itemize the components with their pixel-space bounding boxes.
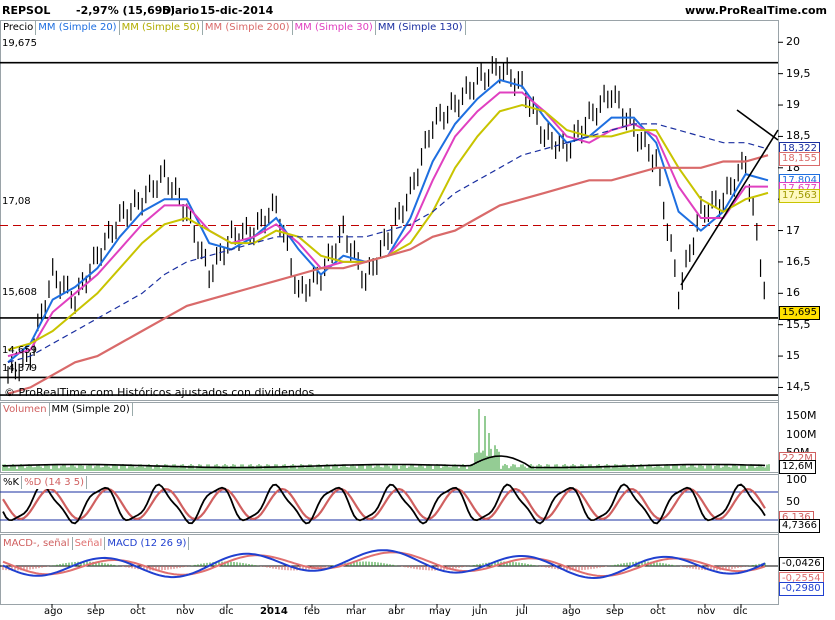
price-legend: Precio MM (Simple 20) MM (Simple 50) MM … xyxy=(1,21,466,35)
price-axis-label: 16,5 xyxy=(786,254,811,268)
panel-frame-2 xyxy=(0,474,779,533)
triangle-pattern xyxy=(680,109,779,286)
volume-tag-2: 12,6M xyxy=(779,460,816,474)
price-tag: 15,695 xyxy=(779,306,820,321)
legend-ma200[interactable]: MM (Simple 200) xyxy=(202,21,293,35)
macd-line xyxy=(2,549,766,580)
series-line-mm-simple-20- xyxy=(7,78,769,364)
volume-ma-line xyxy=(2,455,766,469)
volume-legend: Volumen MM (Simple 20) xyxy=(1,403,133,416)
price-axis-label: 18,5 xyxy=(786,129,811,143)
legend-price[interactable]: Precio xyxy=(1,21,37,35)
price-axis-label: 14,5 xyxy=(786,380,811,394)
time-axis-label: sep xyxy=(606,606,624,617)
price-axis-label: 20 xyxy=(786,35,800,49)
time-axis-label: nov xyxy=(697,606,716,617)
macd-legend-signal[interactable]: Señal xyxy=(72,537,106,550)
time-axis-label: jun xyxy=(472,606,488,617)
period-label: Diario xyxy=(162,4,200,17)
price-axis-label: 19 xyxy=(786,98,800,112)
legend-ma130[interactable]: MM (Simple 130) xyxy=(375,21,466,35)
price-axis-label: 17 xyxy=(786,223,800,237)
time-axis-label: ago xyxy=(562,606,581,617)
price-axis-label: 16 xyxy=(786,286,800,300)
time-axis-label: mar xyxy=(346,606,366,617)
legend-ma50[interactable]: MM (Simple 50) xyxy=(119,21,203,35)
time-axis-label: dic xyxy=(219,606,234,617)
time-axis-label: ago xyxy=(44,606,63,617)
level-label-19675: 19,675 xyxy=(2,38,37,49)
stoch-axis-100: 100 xyxy=(786,473,807,486)
volume-axis-100m: 100M xyxy=(786,428,817,441)
macd-signal-line xyxy=(2,551,766,578)
volume-legend-volume[interactable]: Volumen xyxy=(1,403,50,416)
symbol-label: REPSOL xyxy=(2,4,51,17)
stoch-legend-d[interactable]: %D (14 3 5) xyxy=(22,476,88,489)
panel-frame-0 xyxy=(0,20,779,401)
stoch-legend-k[interactable]: %K xyxy=(1,476,23,489)
macd-legend: MACD-, señal Señal MACD (12 26 9) xyxy=(1,537,190,550)
price-axis-label: 19,5 xyxy=(786,66,811,80)
site-label: www.ProRealTime.com xyxy=(684,4,827,17)
price-axis-label: 15 xyxy=(786,349,800,363)
chart-header: REPSOL -2,97% (15,695) Diario 15-dic-201… xyxy=(0,0,835,20)
series-line-mm-simple-130- xyxy=(7,123,769,363)
macd-tag-hist: -0,0426 xyxy=(779,557,824,571)
date-label: 15-dic-2014 xyxy=(200,4,274,17)
macd-legend-hist[interactable]: MACD-, señal xyxy=(1,537,73,550)
series-line-mm-simple-30- xyxy=(7,91,768,358)
time-axis-label: feb xyxy=(304,606,321,617)
series-line-mm-simple-200- xyxy=(7,154,769,395)
stoch-k-line xyxy=(2,483,766,525)
level-label-14659: 14,659 xyxy=(2,345,37,356)
stoch-legend: %K %D (14 3 5) xyxy=(1,476,88,489)
time-axis-label: may xyxy=(429,606,451,617)
volume-axis-150m: 150M xyxy=(786,409,817,422)
time-axis-label: dic xyxy=(733,606,748,617)
macd-tag-macd: -0,2980 xyxy=(779,582,824,596)
legend-ma20[interactable]: MM (Simple 20) xyxy=(36,21,120,35)
stoch-d-line xyxy=(2,487,766,521)
price-tag: 17,563 xyxy=(779,189,820,204)
time-axis-label: oct xyxy=(650,606,666,617)
level-label-15608: 15,608 xyxy=(2,287,37,298)
time-axis-label: sep xyxy=(87,606,105,617)
time-axis-label: abr xyxy=(388,606,405,617)
time-axis-label: nov xyxy=(176,606,195,617)
legend-ma30[interactable]: MM (Simple 30) xyxy=(292,21,376,35)
stoch-axis-50: 50 xyxy=(786,495,800,508)
price-tag: 18,155 xyxy=(779,152,820,167)
level-label-1708: 17,08 xyxy=(2,196,31,207)
time-axis-label: 2014 xyxy=(260,606,288,617)
change-label: -2,97% (15,695) xyxy=(76,4,176,17)
stoch-tag-k: 4,7366 xyxy=(779,519,820,533)
time-axis-label: oct xyxy=(130,606,146,617)
price-axis-label: 15,5 xyxy=(786,317,811,331)
macd-legend-macd[interactable]: MACD (12 26 9) xyxy=(105,537,190,550)
time-axis-label: jul xyxy=(516,606,528,617)
level-label-14379: 14,379 xyxy=(2,363,37,374)
volume-legend-ma[interactable]: MM (Simple 20) xyxy=(49,403,133,416)
footer-note: © ProRealTime.com Históricos ajustados c… xyxy=(4,386,315,399)
